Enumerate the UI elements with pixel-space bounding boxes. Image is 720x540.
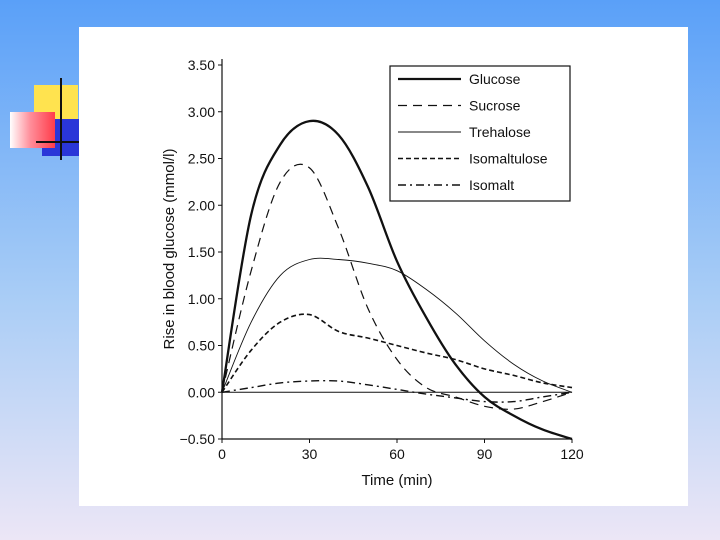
- chart-legend: Glucose Sucrose Trehalose Isomaltulose Isoma…: [389, 65, 571, 202]
- chart-ticks: −0.50 0.00 0.50 1.00 1.50 2.00 2.50 3.00 3.50 0 30…: [180, 57, 584, 462]
- x-tick-label: 90: [477, 446, 493, 462]
- x-tick-label: 30: [302, 446, 318, 462]
- y-tick-label: 1.00: [188, 291, 215, 307]
- x-tick-label: 120: [560, 446, 584, 462]
- y-tick-label: 2.50: [188, 151, 215, 167]
- decor-horizontal-line: [36, 141, 80, 143]
- y-tick-label: 0.00: [188, 384, 215, 400]
- series-line-glucose: [220, 119, 573, 441]
- legend-label-sucrose: Sucrose: [469, 98, 521, 114]
- legend-label-isomaltulose: Isomaltulose: [469, 151, 548, 167]
- y-tick-label: 2.00: [188, 197, 215, 213]
- y-tick-label: 3.00: [188, 104, 215, 120]
- blood-glucose-chart: −0.50 0.00 0.50 1.00 1.50 2.00 2.50 3.00 3.50 0 30…: [161, 57, 584, 489]
- legend-label-trehalose: Trehalose: [469, 124, 531, 140]
- legend-box: [389, 65, 571, 202]
- series-line-isomaltulose: [221, 313, 573, 393]
- y-tick-label: −0.50: [180, 431, 216, 447]
- y-tick-label: 1.50: [188, 244, 215, 260]
- y-tick-label: 3.50: [188, 57, 215, 73]
- decor-vertical-line: [60, 78, 62, 160]
- series-line-isomalt: [221, 379, 573, 403]
- legend-label-glucose: Glucose: [469, 71, 521, 87]
- slide-panel: −0.50 0.00 0.50 1.00 1.50 2.00 2.50 3.00 3.50 0 30…: [79, 27, 688, 506]
- y-tick-label: 0.50: [188, 338, 215, 354]
- legend-label-isomalt: Isomalt: [469, 177, 514, 193]
- x-tick-label: 0: [218, 446, 226, 462]
- series-line-trehalose: [221, 257, 573, 393]
- y-axis-title: Rise in blood glucose (mmol/l): [161, 149, 178, 350]
- chart-series: [220, 119, 573, 441]
- x-axis-title: Time (min): [361, 472, 432, 489]
- x-tick-label: 60: [389, 446, 405, 462]
